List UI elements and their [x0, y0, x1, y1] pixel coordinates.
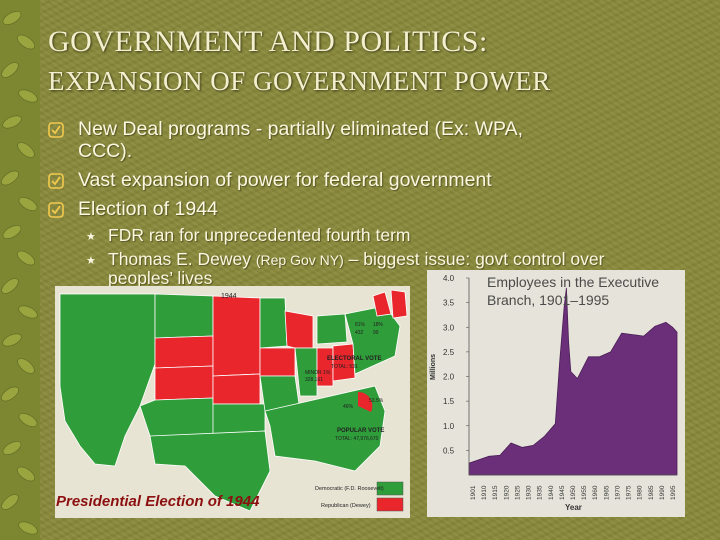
- employees-area-chart: 4.0 3.5 3.0 2.5 2.0 1.5 1.0 0.5 1901 1910 1915 192…: [430, 274, 678, 512]
- sub-bullet-fdr: FDR ran for unprecedented fourth term: [108, 225, 411, 245]
- slide-title: GOVERNMENT AND POLITICS:: [48, 25, 488, 58]
- x-tick-label: 1970: [614, 485, 621, 500]
- oklahoma-dem: [212, 403, 266, 435]
- dem-ev-number: 432: [355, 330, 364, 336]
- dewey-text-b: – biggest issue: govt control over: [343, 249, 605, 269]
- employees-chart: 4.0 3.5 3.0 2.5 2.0 1.5 1.0 0.5 1901 1910 1915 192…: [427, 270, 685, 517]
- x-tick-label: 1980: [637, 485, 644, 500]
- x-tick-label: 1990: [659, 485, 666, 500]
- leaf-pattern: [1, 11, 38, 535]
- us-election-map: 1944 ELECTORAL VOTE TOTAL: 531 81% 432 1…: [55, 286, 410, 518]
- legend-rep-swatch: [376, 497, 404, 512]
- y-axis-label: Millions: [430, 354, 437, 380]
- y-tick-label: 4.0: [443, 274, 455, 283]
- map-caption: Presidential Election of 1944: [56, 493, 260, 510]
- slide-subtitle: EXPANSION OF GOVERNMENT POWER: [48, 66, 551, 96]
- x-ticks: 1901 1910 1915 1920 1925 1930 1935 1940 1945 1950…: [470, 485, 677, 500]
- star-bullet-icon: ★: [86, 255, 96, 267]
- minor-number: 328,161: [305, 377, 323, 383]
- x-tick-label: 1935: [537, 485, 544, 500]
- indiana-rep: [316, 347, 334, 387]
- rep-pv-percent: 46%: [343, 404, 354, 410]
- vermont-rep: [372, 291, 392, 317]
- checkbox-bullet-icon: [48, 122, 64, 138]
- election-map-1944: 1944 ELECTORAL VOTE TOTAL: 531 81% 432 1…: [55, 286, 410, 518]
- legend-dem-label: Democratic (F.D. Roosevelt): [315, 486, 384, 492]
- minnesota-dem: [259, 297, 288, 349]
- sub-bullet-dewey: Thomas E. Dewey (Rep Gov NY) – biggest i…: [108, 249, 604, 271]
- popular-vote-total: TOTAL: 47,976,670: [335, 436, 379, 442]
- kansas-rep: [212, 373, 261, 405]
- wisconsin-rep: [284, 310, 314, 349]
- x-tick-label: 1975: [626, 485, 633, 500]
- bullet-text: Election of 1944: [78, 198, 218, 220]
- x-tick-label: 1910: [481, 485, 488, 500]
- iowa-rep: [259, 347, 296, 377]
- rep-ev-number: 99: [373, 330, 379, 336]
- map-year-label: 1944: [221, 293, 237, 300]
- x-tick-label: 1930: [526, 485, 533, 500]
- michigan-dem: [316, 313, 348, 345]
- bullet-text: New Deal programs - partially eliminated…: [78, 118, 524, 140]
- illinois-dem: [294, 347, 318, 397]
- y-tick-label: 3.5: [443, 299, 455, 308]
- checkbox-bullet-icon: [48, 173, 64, 189]
- x-axis-label: Year: [565, 503, 582, 512]
- legend-rep-label: Republican (Dewey): [321, 503, 371, 509]
- dem-pv-percent: 53.5%: [369, 398, 384, 404]
- x-tick-label: 1915: [492, 485, 499, 500]
- x-tick-label: 1920: [503, 485, 510, 500]
- y-ticks: 4.0 3.5 3.0 2.5 2.0 1.5 1.0 0.5: [443, 274, 469, 455]
- star-bullet-icon: ★: [86, 231, 96, 243]
- x-tick-label: 1995: [670, 485, 677, 500]
- y-tick-label: 0.5: [443, 446, 455, 455]
- popular-vote-rep-slice: [358, 391, 373, 412]
- montana-dem: [154, 293, 214, 339]
- popular-vote-label: POPULAR VOTE: [337, 428, 384, 434]
- colorado-rep: [154, 365, 214, 401]
- x-tick-label: 1950: [570, 485, 577, 500]
- legend-dem-swatch: [376, 481, 404, 496]
- bullet-text-continued: CCC).: [78, 140, 133, 162]
- dem-ev-percent: 81%: [355, 322, 366, 328]
- dakotas-nebraska-rep: [212, 295, 261, 377]
- y-tick-label: 2.0: [443, 373, 455, 382]
- x-tick-label: 1925: [514, 485, 521, 500]
- x-tick-label: 1955: [581, 485, 588, 500]
- y-tick-label: 1.5: [443, 397, 455, 406]
- rep-ev-percent: 18%: [373, 322, 384, 328]
- y-tick-label: 2.5: [443, 348, 455, 357]
- dewey-text-small: (Rep Gov NY): [255, 252, 344, 268]
- electoral-vote-label: ELECTORAL VOTE: [327, 356, 381, 362]
- electoral-vote-total: TOTAL: 531: [331, 364, 358, 370]
- sub-bullet-dewey-continued: peoples’ lives: [108, 268, 213, 288]
- x-tick-label: 1965: [603, 485, 610, 500]
- x-tick-label: 1985: [648, 485, 655, 500]
- y-tick-label: 1.0: [443, 422, 455, 431]
- chart-title: Employees in the Executive Branch, 1901–…: [487, 274, 659, 308]
- checkbox-bullet-icon: [48, 202, 64, 218]
- wyoming-rep: [154, 335, 214, 369]
- x-tick-label: 1960: [592, 485, 599, 500]
- minor-label: MINOR 1%: [305, 370, 331, 376]
- leaf-border-decoration: [0, 0, 40, 540]
- bullet-text: Vast expansion of power for federal gove…: [78, 169, 492, 191]
- employees-area-series: [468, 287, 678, 476]
- maine-rep: [390, 289, 408, 319]
- new-mexico-area-dem: [139, 397, 216, 439]
- y-tick-label: 3.0: [443, 323, 455, 332]
- x-tick-label: 1901: [470, 485, 477, 500]
- texas-dem: [149, 430, 271, 512]
- x-tick-label: 1940: [548, 485, 555, 500]
- x-tick-label: 1945: [559, 485, 566, 500]
- dewey-text-a: Thomas E. Dewey: [108, 249, 256, 269]
- ohio-rep: [332, 343, 356, 382]
